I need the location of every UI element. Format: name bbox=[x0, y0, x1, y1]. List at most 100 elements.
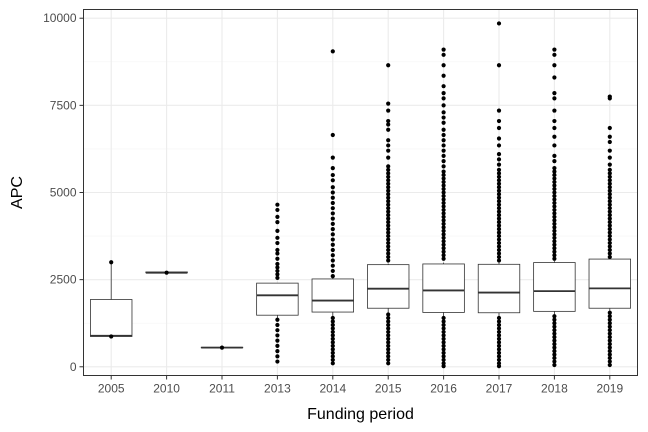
outlier-point bbox=[330, 357, 335, 362]
outlier-point bbox=[441, 322, 446, 328]
outlier-point bbox=[552, 349, 557, 354]
x-tick-label: 2018 bbox=[541, 382, 568, 396]
outlier-point bbox=[607, 233, 612, 239]
outlier-point bbox=[441, 246, 446, 251]
outlier-point bbox=[441, 176, 446, 181]
outlier-point bbox=[386, 188, 391, 193]
outlier-point bbox=[386, 312, 391, 317]
outlier-point bbox=[441, 186, 446, 192]
outlier-point bbox=[386, 213, 391, 218]
outlier-point bbox=[386, 199, 391, 204]
outlier-point bbox=[496, 319, 502, 324]
outlier-point bbox=[441, 73, 446, 78]
outlier-point bbox=[330, 336, 335, 341]
outlier-point bbox=[607, 209, 612, 214]
outlier-point bbox=[607, 362, 612, 368]
outlier-point bbox=[330, 200, 335, 206]
outlier-point bbox=[552, 214, 557, 219]
outlier-point bbox=[496, 237, 502, 242]
outlier-point bbox=[496, 350, 502, 355]
outlier-point bbox=[496, 247, 502, 253]
outlier-point bbox=[386, 251, 391, 256]
outlier-point bbox=[275, 317, 280, 322]
outlier-point bbox=[607, 352, 612, 357]
outlier-point bbox=[441, 336, 446, 341]
outlier-point bbox=[330, 361, 335, 366]
outlier-point bbox=[441, 326, 446, 331]
outlier-point bbox=[441, 164, 446, 169]
box-iqr bbox=[422, 263, 465, 313]
outlier-point bbox=[386, 254, 391, 260]
outlier-point bbox=[496, 63, 502, 68]
x-tick-label: 2010 bbox=[153, 382, 180, 396]
outlier-point bbox=[275, 265, 280, 270]
x-axis-title: Funding period bbox=[307, 406, 414, 423]
x-tick-label: 2005 bbox=[98, 382, 125, 396]
outlier-point bbox=[552, 204, 557, 209]
outlier-point bbox=[330, 155, 335, 160]
outlier-point bbox=[386, 108, 391, 113]
outlier-point bbox=[386, 230, 391, 235]
outlier-point bbox=[330, 185, 335, 190]
outlier-point bbox=[386, 178, 391, 183]
outlier-point bbox=[109, 260, 114, 265]
outlier-point bbox=[552, 169, 557, 174]
outlier-point bbox=[330, 132, 335, 138]
outlier-point bbox=[386, 315, 391, 321]
outlier-point bbox=[441, 63, 446, 68]
y-tick-label: 0 bbox=[70, 360, 77, 374]
box-2005 bbox=[90, 262, 133, 337]
outlier-point bbox=[552, 153, 557, 158]
outlier-point bbox=[386, 247, 391, 253]
outlier-point bbox=[552, 342, 557, 347]
outlier-point bbox=[386, 122, 391, 127]
outlier-point bbox=[441, 256, 446, 261]
outlier-point bbox=[552, 352, 557, 357]
outlier-point bbox=[552, 355, 557, 361]
outlier-point bbox=[386, 233, 391, 239]
x-tick-label: 2015 bbox=[375, 382, 402, 396]
outlier-point bbox=[441, 253, 446, 258]
outlier-point bbox=[330, 227, 335, 232]
outlier-point bbox=[496, 254, 502, 260]
outlier-point bbox=[330, 354, 335, 359]
box-iqr bbox=[477, 263, 521, 314]
outlier-point bbox=[496, 21, 502, 26]
outlier-point bbox=[386, 185, 391, 190]
outlier-point bbox=[496, 202, 502, 207]
outlier-point bbox=[441, 347, 446, 352]
outlier-point bbox=[496, 233, 502, 239]
outlier-point bbox=[275, 261, 280, 267]
outlier-point bbox=[552, 321, 557, 326]
outlier-point bbox=[275, 328, 280, 333]
outlier-point bbox=[386, 202, 391, 207]
outlier-point bbox=[441, 239, 446, 244]
outlier-point bbox=[552, 108, 557, 113]
outlier-point bbox=[607, 355, 612, 361]
outlier-point bbox=[330, 322, 335, 328]
x-tick-label: 2017 bbox=[486, 382, 513, 396]
outlier-point bbox=[607, 188, 612, 193]
outlier-point bbox=[607, 335, 612, 340]
outlier-point bbox=[386, 101, 391, 106]
outlier-point bbox=[496, 336, 502, 341]
outlier-point bbox=[330, 253, 335, 258]
box-2017 bbox=[477, 262, 521, 317]
outlier-point bbox=[552, 125, 557, 131]
outlier-point bbox=[330, 340, 335, 345]
outlier-point bbox=[496, 157, 502, 162]
outlier-point bbox=[607, 216, 612, 221]
outlier-point bbox=[496, 363, 502, 369]
outlier-point bbox=[275, 275, 280, 280]
outlier-point bbox=[552, 249, 557, 254]
outlier-point bbox=[496, 343, 502, 348]
outlier-point bbox=[496, 354, 502, 359]
outlier-point bbox=[441, 343, 446, 348]
outlier-point bbox=[607, 342, 612, 347]
outlier-point bbox=[496, 188, 502, 193]
outlier-point bbox=[496, 192, 502, 197]
outlier-point bbox=[386, 181, 391, 186]
outlier-point bbox=[552, 242, 557, 247]
outlier-point bbox=[330, 347, 335, 352]
outlier-point bbox=[330, 221, 335, 226]
